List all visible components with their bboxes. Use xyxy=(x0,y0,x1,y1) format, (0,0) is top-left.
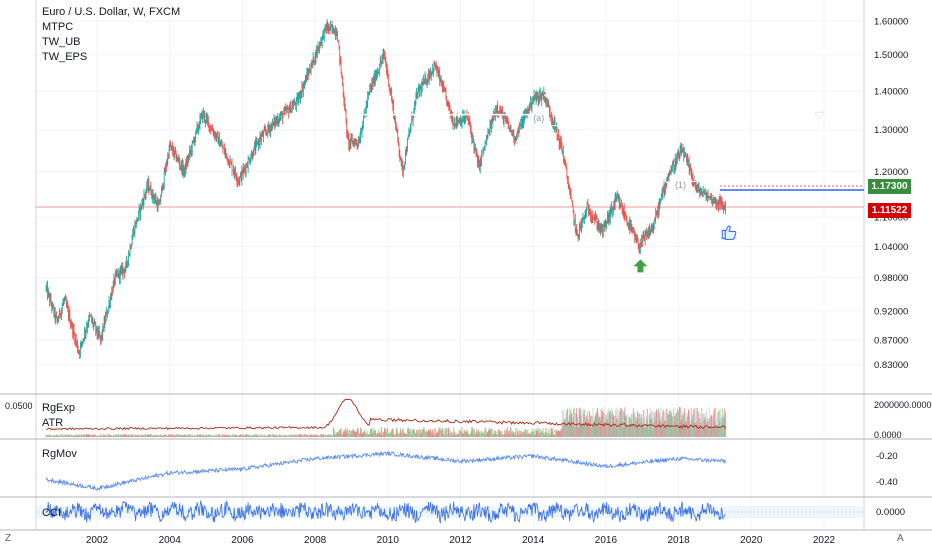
rgexp-left-value: 0.0500 xyxy=(5,401,33,411)
price-axis-label: 0.87000 xyxy=(874,336,908,347)
price-axis-label: 0.83000 xyxy=(874,360,908,371)
rgmov-label[interactable]: RgMov xyxy=(42,448,77,460)
atr-label[interactable]: ATR xyxy=(42,417,64,429)
price-axis-label: 1.50000 xyxy=(874,50,908,61)
price-tag-red[interactable]: 1.11522 xyxy=(868,203,911,218)
price-axis-label: 1.20000 xyxy=(874,167,908,178)
legend-indicator-tw-ub[interactable]: TW_UB xyxy=(42,36,81,48)
rgexp-legend: RgExp ATR xyxy=(42,401,75,431)
time-axis-label: 2004 xyxy=(159,535,182,546)
thumbs-up-icon xyxy=(721,225,737,240)
time-axis-label: 2012 xyxy=(449,535,472,546)
time-axis-label: 2014 xyxy=(522,535,545,546)
rgexp-line xyxy=(46,398,726,431)
time-axis-label: 2002 xyxy=(86,535,109,546)
wave-label-a: (a) xyxy=(533,113,544,123)
drawings[interactable]: (a) (1) xyxy=(362,94,864,273)
price-axis-label: 1.60000 xyxy=(874,16,908,27)
time-axis-label: 2016 xyxy=(595,535,618,546)
cci-line xyxy=(45,500,726,524)
legend-title[interactable]: Euro / U.S. Dollar, W, FXCM xyxy=(42,6,181,18)
legend-indicator-mtpc[interactable]: MTPC xyxy=(42,21,74,33)
time-axis-label: 2010 xyxy=(377,535,400,546)
thumbs-up-shape xyxy=(721,225,737,240)
rgmov-axis-label: -0.20 xyxy=(876,451,898,462)
rgexp-axis-bottom: 0.0000 xyxy=(874,430,902,440)
price-axis-label: 1.04000 xyxy=(874,242,908,253)
time-axis-label: 2008 xyxy=(304,535,327,546)
cci-label[interactable]: CCI xyxy=(42,507,61,519)
price-axis-label: 1.30000 xyxy=(874,125,908,136)
rgexp-label[interactable]: RgExp xyxy=(42,402,76,414)
price-axis-label: 0.98000 xyxy=(874,273,908,284)
price-axis-label: 1.40000 xyxy=(874,86,908,97)
price-axis-label: 0.92000 xyxy=(874,306,908,317)
price-tag-green[interactable]: 1.17300 xyxy=(868,179,911,194)
price-axis-label: 1.10000 xyxy=(874,213,908,224)
wave-label-1: (1) xyxy=(675,180,686,190)
auto-scale-icon[interactable]: A xyxy=(897,533,904,544)
legend-indicator-tw-eps[interactable]: TW_EPS xyxy=(42,51,88,63)
lower-panes xyxy=(37,398,864,524)
time-axis-label: 2018 xyxy=(667,535,690,546)
cci-axis-label: 0.0000 xyxy=(876,507,905,518)
rgexp-axis-top: 2000000.0000 xyxy=(874,400,932,410)
time-axis-label: 2022 xyxy=(813,535,836,546)
time-axis-label: 2006 xyxy=(231,535,254,546)
candles xyxy=(45,19,727,360)
projection-path xyxy=(543,94,825,184)
rgmov-axis-label: -0.40 xyxy=(876,477,898,488)
time-axis-label: 2020 xyxy=(740,535,763,546)
up-arrow-icon xyxy=(633,259,648,273)
legend: Euro / U.S. Dollar, W, FXCM MTPC TW_UB T… xyxy=(42,5,180,65)
grid xyxy=(37,0,864,530)
zoom-toggle-icon[interactable]: Z xyxy=(5,533,12,544)
axis-labels: 1.60000 1.50000 1.40000 1.30000 1.20000 1.100… xyxy=(5,16,932,546)
projection-arrow-head xyxy=(814,111,825,120)
rgmov-line xyxy=(45,450,727,492)
